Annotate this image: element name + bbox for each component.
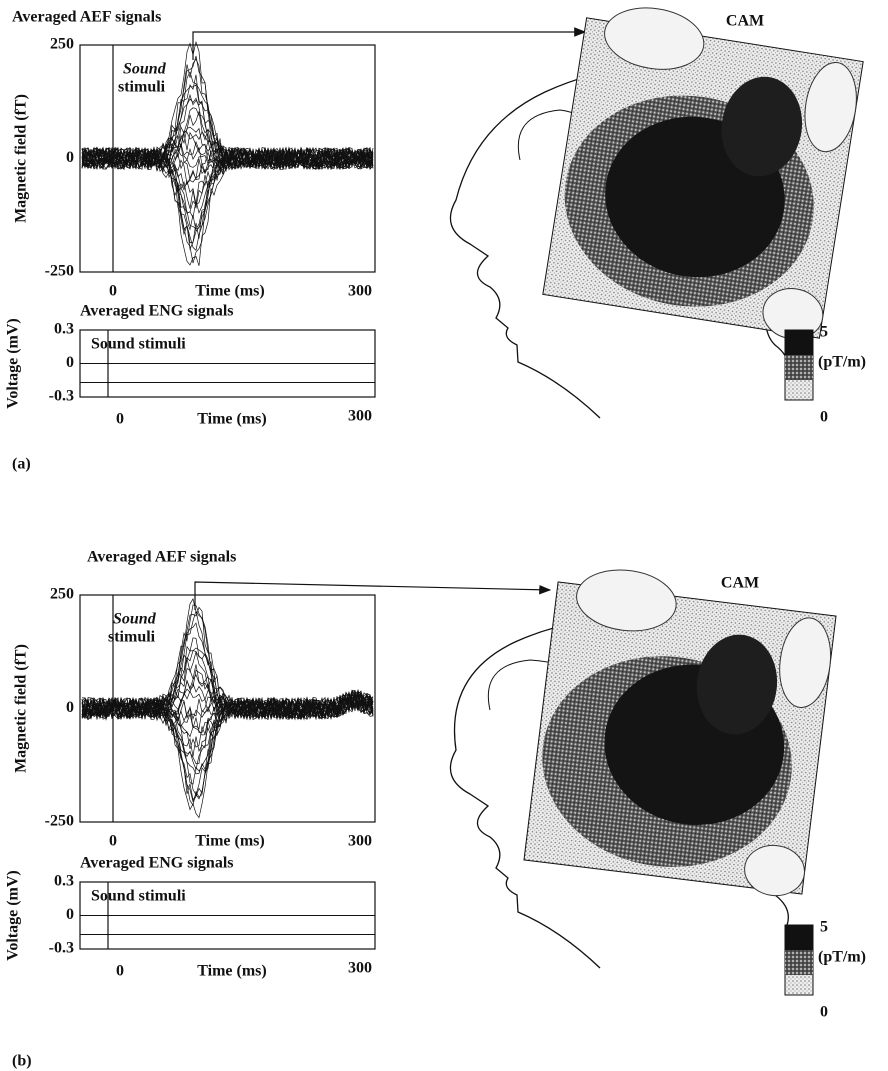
colorbar-tick-label: 5	[820, 919, 828, 936]
stimulus-label: stimuli	[108, 629, 156, 646]
colorbar-tick-label: 0	[820, 409, 828, 426]
eng-y-tick-label: -0.3	[49, 940, 74, 957]
colorbar-unit: (pT/m)	[818, 354, 866, 371]
eng-y-tick-label: 0.3	[54, 321, 74, 338]
eng-title: Averaged ENG signals	[80, 303, 233, 320]
stimulus-label: Sound stimuli	[91, 888, 186, 905]
cam-map	[542, 0, 866, 343]
cam-title: CAM	[721, 575, 759, 592]
aef-title: Averaged AEF signals	[87, 549, 236, 566]
eng-x-tick-label: 0	[116, 963, 124, 980]
aef-y-tick-label: 0	[66, 699, 74, 716]
aef-x-tick-label: 300	[348, 833, 372, 850]
panel-label: (a)	[12, 456, 31, 473]
stimulus-label: Sound	[123, 61, 167, 78]
aef-y-tick-label: -250	[45, 813, 74, 830]
eng-x-label: Time (ms)	[197, 963, 266, 980]
eng-x-label: Time (ms)	[197, 411, 266, 428]
cam-title: CAM	[726, 13, 764, 30]
aef-y-tick-label: 250	[50, 36, 74, 53]
eng-x-tick-label: 300	[348, 408, 372, 425]
colorbar-unit: (pT/m)	[818, 949, 866, 966]
aef-x-tick-label: 0	[109, 283, 117, 300]
figure: Averaged AEF signals Magnetic field (fT) 2…	[0, 0, 888, 1071]
eng-y-label: Voltage (mV)	[5, 318, 22, 409]
aef-y-tick-label: 0	[66, 149, 74, 166]
eng-x-tick-label: 300	[348, 960, 372, 977]
aef-y-label: Magnetic field (fT)	[13, 94, 30, 223]
eng-title: Averaged ENG signals	[80, 855, 233, 872]
aef-x-label: Time (ms)	[195, 833, 264, 850]
eng-y-tick-label: 0	[66, 906, 74, 923]
colorbar-tick-label: 5	[820, 324, 828, 341]
eng-x-tick-label: 0	[116, 411, 124, 428]
colorbar-high	[785, 925, 813, 950]
eng-y-tick-label: 0.3	[54, 873, 74, 890]
aef-title: Averaged AEF signals	[12, 9, 161, 26]
stimulus-label: stimuli	[118, 79, 166, 96]
aef-x-label: Time (ms)	[195, 283, 264, 300]
eng-y-tick-label: -0.3	[49, 388, 74, 405]
aef-y-tick-label: -250	[45, 263, 74, 280]
cam-arrow	[193, 32, 585, 60]
cam-map	[523, 562, 838, 899]
colorbar-tick-label: 0	[820, 1004, 828, 1021]
aef-x-tick-label: 0	[109, 833, 117, 850]
aef-y-label: Magnetic field (fT)	[13, 644, 30, 773]
cam-arrow	[195, 582, 550, 610]
colorbar-high	[785, 330, 813, 355]
stimulus-label: Sound	[113, 611, 157, 628]
aef-x-tick-label: 300	[348, 283, 372, 300]
aef-y-tick-label: 250	[50, 586, 74, 603]
eng-y-label: Voltage (mV)	[5, 870, 22, 961]
eng-y-tick-label: 0	[66, 354, 74, 371]
panel-label: (b)	[12, 1053, 32, 1070]
stimulus-label: Sound stimuli	[91, 336, 186, 353]
